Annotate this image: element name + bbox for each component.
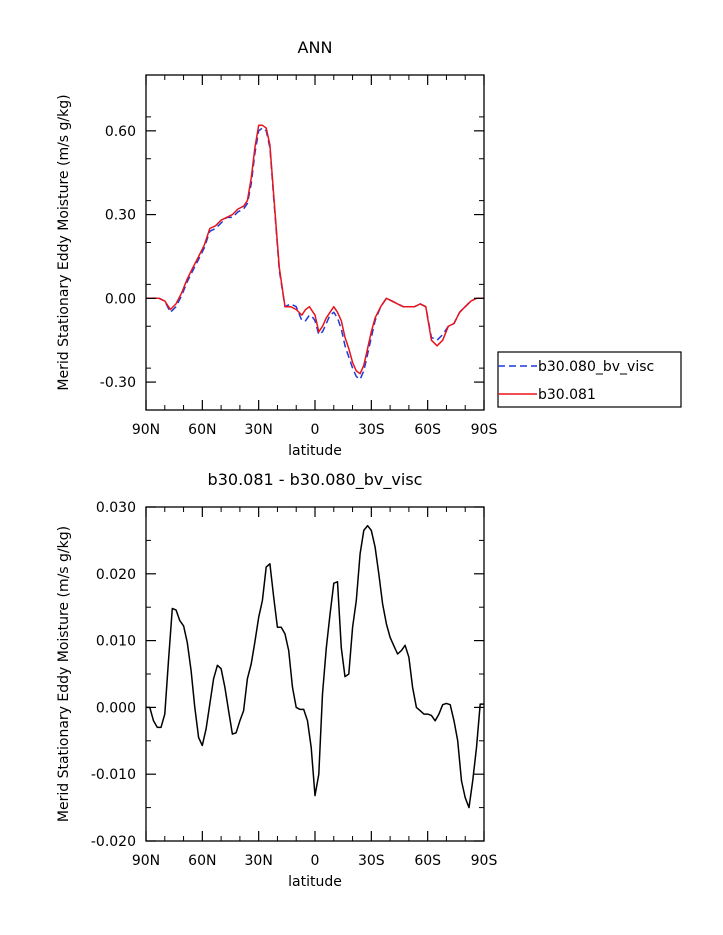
series-line-0-1: [146, 124, 484, 375]
legend-box: [497, 351, 682, 408]
x-tick-label: 60N: [188, 422, 216, 438]
x-tick-label: 30N: [245, 853, 273, 869]
top-chart-x-axis-label: latitude: [288, 443, 342, 459]
top-chart: ANN Merid Stationary Eddy Moisture (m/s …: [56, 38, 497, 459]
bottom-chart-frame: [145, 506, 485, 842]
legend: b30.080_bv_visc b30.081: [497, 351, 682, 408]
series-line-0-0: [146, 127, 484, 381]
x-tick-label: 0: [311, 422, 320, 438]
x-tick-label: 60N: [188, 853, 216, 869]
x-tick-label: 90N: [132, 422, 160, 438]
x-tick-label: 30S: [358, 422, 385, 438]
top-chart-title: ANN: [298, 38, 333, 57]
y-tick-label: 0.010: [96, 634, 136, 650]
y-tick-label: -0.30: [100, 375, 136, 391]
legend-entry-b30-080-bv-visc: b30.080_bv_visc: [538, 359, 654, 375]
y-tick-label: -0.020: [91, 834, 136, 850]
y-tick-label: 0.00: [105, 291, 136, 307]
bottom-chart-y-axis-label: Merid Stationary Eddy Moisture (m/s g/kg…: [56, 526, 72, 822]
x-tick-label: 0: [311, 853, 320, 869]
y-tick-label: 0.60: [105, 124, 136, 140]
bottom-chart: b30.081 - b30.080_bv_visc Merid Stationa…: [56, 470, 497, 890]
x-tick-label: 90N: [132, 853, 160, 869]
legend-entry-b30-081: b30.081: [538, 387, 596, 403]
top-chart-ticks: 90N 60N 30N 0 30S 60S 90S -0.30 0.00 0.30 0.60: [100, 74, 498, 438]
bottom-chart-series: [146, 524, 484, 809]
top-chart-frame: [145, 74, 485, 411]
x-tick-label: 30S: [358, 853, 385, 869]
top-chart-y-axis-label: Merid Stationary Eddy Moisture (m/s g/kg…: [56, 94, 72, 390]
top-chart-series: [146, 124, 484, 381]
bottom-chart-x-axis-label: latitude: [288, 874, 342, 890]
series-line-1-0: [146, 524, 484, 809]
x-tick-label: 90S: [471, 422, 498, 438]
y-tick-label: 0.000: [96, 700, 136, 716]
bottom-chart-ticks: 90N 60N 30N 0 30S 60S 90S -0.020 -0.010 0.000 0.01…: [91, 500, 498, 869]
x-tick-label: 90S: [471, 853, 498, 869]
y-tick-label: 0.020: [96, 567, 136, 583]
y-tick-label: -0.010: [91, 767, 136, 783]
x-tick-label: 60S: [414, 422, 441, 438]
x-tick-label: 60S: [414, 853, 441, 869]
y-tick-label: 0.030: [96, 500, 136, 516]
x-tick-label: 30N: [245, 422, 273, 438]
y-tick-label: 0.30: [105, 208, 136, 224]
bottom-chart-title: b30.081 - b30.080_bv_visc: [208, 470, 423, 490]
